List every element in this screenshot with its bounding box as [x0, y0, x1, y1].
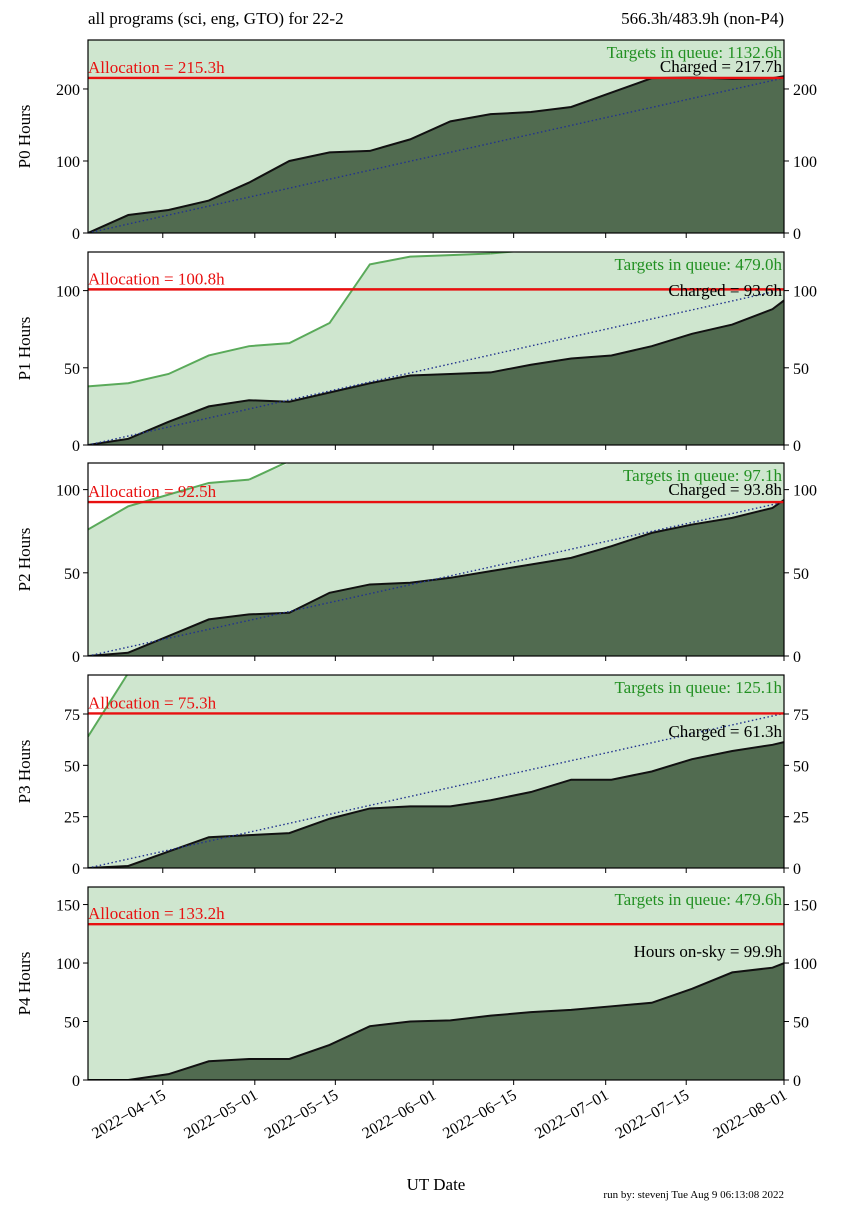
y-axis-label: P2 Hours: [15, 528, 34, 592]
x-axis-label: UT Date: [407, 1175, 466, 1194]
charged-label: Charged = 93.8h: [668, 480, 782, 499]
y-axis-label: P3 Hours: [15, 740, 34, 804]
charged-line: [88, 962, 784, 1080]
queue-line-exit: [248, 463, 288, 481]
charged-label: Hours on-sky = 99.9h: [634, 942, 783, 961]
queue-line-exit: [88, 675, 129, 738]
y-tick-label-right: 200: [793, 82, 817, 99]
x-tick-label: 2022−08−01: [710, 1087, 790, 1143]
panel: [88, 463, 784, 656]
charged-line: [88, 499, 784, 656]
y-tick-label: 50: [64, 361, 80, 378]
allocation-label: Allocation = 215.3h: [88, 58, 225, 77]
y-tick-label: 50: [64, 758, 80, 775]
y-tick-label-right: 25: [793, 810, 809, 827]
x-tick-label: 2022−04−15: [89, 1087, 169, 1143]
panel-frame: [87, 462, 785, 657]
allocation-label: Allocation = 92.5h: [88, 482, 217, 501]
y-tick-label: 200: [56, 82, 80, 99]
y-tick-label-right: 50: [793, 758, 809, 775]
y-tick-label: 0: [72, 861, 80, 878]
x-tick-label: 2022−05−01: [181, 1087, 261, 1143]
y-tick-label: 0: [72, 649, 80, 666]
y-tick-label: 100: [56, 154, 80, 171]
queue-line-exit: [490, 252, 520, 255]
x-tick-label: 2022−06−15: [440, 1087, 520, 1143]
charged-area: [88, 76, 784, 233]
queue-label: Targets in queue: 97.1h: [623, 466, 783, 485]
y-tick-label-right: 0: [793, 1073, 801, 1090]
x-tick-label: 2022−06−01: [360, 1087, 440, 1143]
header-left: all programs (sci, eng, GTO) for 22-2: [88, 9, 344, 28]
y-tick-label-right: 50: [793, 566, 809, 583]
queue-line: [88, 252, 491, 388]
allocation-label: Allocation = 100.8h: [88, 269, 225, 288]
y-tick-label-right: 75: [793, 707, 809, 724]
charged-label: Charged = 93.6h: [668, 281, 782, 300]
panel: [88, 252, 784, 445]
y-tick-label-right: 0: [793, 226, 801, 243]
footer: run by: stevenj Tue Aug 9 06:13:08 2022: [603, 1189, 784, 1201]
panel-frame: [87, 251, 785, 446]
y-tick-label: 100: [56, 284, 80, 301]
panel: [88, 887, 784, 1080]
x-tick-label: 2022−07−01: [532, 1087, 612, 1143]
y-axis-label: P0 Hours: [15, 105, 34, 169]
y-axis-label: P4 Hours: [15, 952, 34, 1016]
queue-label: Targets in queue: 479.6h: [614, 890, 782, 909]
y-tick-label: 0: [72, 226, 80, 243]
header-right: 566.3h/483.9h (non-P4): [621, 9, 784, 28]
y-tick-label-right: 50: [793, 1015, 809, 1032]
y-tick-label: 50: [64, 566, 80, 583]
y-tick-label-right: 100: [793, 284, 817, 301]
y-tick-label: 50: [64, 1015, 80, 1032]
y-tick-label: 0: [72, 438, 80, 455]
y-tick-label: 150: [56, 898, 80, 915]
charged-line: [88, 741, 784, 868]
expected-line: [88, 288, 784, 445]
expected-line: [88, 501, 784, 656]
y-tick-label-right: 0: [793, 861, 801, 878]
y-tick-label: 25: [64, 810, 80, 827]
panel-frame: [87, 674, 785, 869]
y-axis-label: P1 Hours: [15, 317, 34, 381]
charged-area: [88, 300, 784, 445]
queue-label: Targets in queue: 125.1h: [614, 678, 782, 697]
charged-label: Charged = 217.7h: [660, 57, 783, 76]
y-tick-label-right: 100: [793, 154, 817, 171]
allocation-label: Allocation = 133.2h: [88, 904, 225, 923]
expected-line: [88, 712, 784, 868]
y-tick-label-right: 150: [793, 898, 817, 915]
x-tick-label: 2022−07−15: [613, 1087, 693, 1143]
allocation-label: Allocation = 75.3h: [88, 693, 217, 712]
x-tick-label: 2022−05−15: [262, 1087, 342, 1143]
charged-line: [88, 299, 784, 445]
queue-label: Targets in queue: 479.0h: [614, 255, 782, 274]
y-tick-label: 0: [72, 1073, 80, 1090]
panel: [88, 675, 784, 868]
y-tick-label: 100: [56, 956, 80, 973]
charged-area: [88, 742, 784, 868]
panel-frame: [87, 39, 785, 234]
y-tick-label-right: 100: [793, 483, 817, 500]
queue-line: [88, 478, 250, 531]
y-tick-label: 100: [56, 483, 80, 500]
y-tick-label-right: 100: [793, 956, 817, 973]
y-tick-label-right: 0: [793, 438, 801, 455]
queue-label: Targets in queue: 1132.6h: [607, 43, 783, 62]
panel-frame: [87, 886, 785, 1081]
y-tick-label: 75: [64, 707, 80, 724]
charged-area: [88, 499, 784, 656]
panel: [88, 40, 784, 233]
expected-line: [88, 77, 784, 233]
charged-label: Charged = 61.3h: [668, 722, 782, 741]
y-tick-label-right: 50: [793, 361, 809, 378]
y-tick-label-right: 0: [793, 649, 801, 666]
